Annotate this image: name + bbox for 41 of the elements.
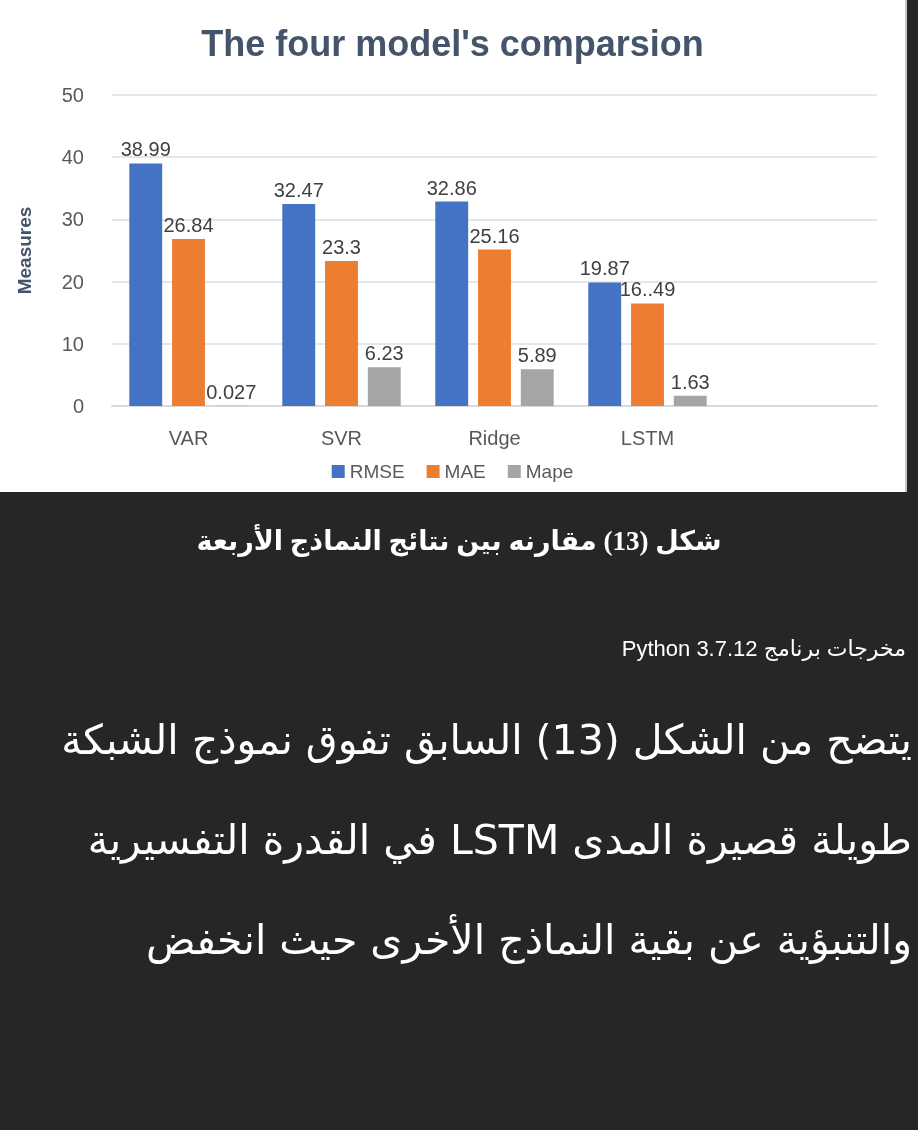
bar xyxy=(435,201,469,406)
bar xyxy=(172,239,205,406)
bar xyxy=(673,395,707,406)
text: يتضح من الشكل (13) السابق تفوق نموذج الشبكة طويلة قصيرة المدى LSTM في القدرة التفسيرية والتنبؤية عن بقية النماذج الأخرى حيث انخفض xyxy=(61,716,912,964)
y-axis-title: Measures xyxy=(14,206,35,295)
data-label: 16..49 xyxy=(619,278,676,301)
x-tick-label: LSTM xyxy=(620,427,675,449)
bar xyxy=(325,261,358,406)
y-tick-label: 30 xyxy=(61,208,84,231)
y-tick-label: 40 xyxy=(61,146,84,169)
bar xyxy=(588,282,622,406)
bar xyxy=(631,303,664,406)
data-label: 5.89 xyxy=(517,344,557,367)
x-tick-label: VAR xyxy=(168,427,209,449)
bar xyxy=(520,369,554,406)
data-label: 26.84 xyxy=(163,214,214,237)
y-tick-label: 0 xyxy=(72,395,84,417)
bar xyxy=(129,163,163,406)
bar xyxy=(282,204,316,406)
text: مخرجات برنامج Python 3.7.12 xyxy=(621,636,906,662)
data-label: 23.3 xyxy=(322,236,361,259)
data-label: 25.16 xyxy=(469,224,520,247)
chart-title: The four model's comparsion xyxy=(201,22,704,64)
data-label: 38.99 xyxy=(120,138,171,161)
data-label: 32.86 xyxy=(426,176,477,199)
y-tick-label: 50 xyxy=(61,84,84,106)
y-tick-label: 20 xyxy=(61,270,84,293)
data-label: 6.23 xyxy=(364,342,404,365)
data-label: 19.87 xyxy=(579,257,630,280)
x-tick-label: Ridge xyxy=(468,427,521,449)
data-label: 0.027 xyxy=(206,380,257,403)
bar xyxy=(478,249,511,406)
legend-label: MAE xyxy=(444,461,486,482)
x-tick-label: SVR xyxy=(320,427,363,449)
data-label: 1.63 xyxy=(670,370,710,393)
bar xyxy=(367,367,401,406)
data-label: 32.47 xyxy=(273,179,324,202)
text: شكل (13) مقارنه بين نتائج النماذج الأربعة xyxy=(195,525,723,557)
y-tick-label: 10 xyxy=(61,332,84,355)
legend-label: RMSE xyxy=(349,461,405,482)
legend-label: Mape xyxy=(525,461,574,482)
